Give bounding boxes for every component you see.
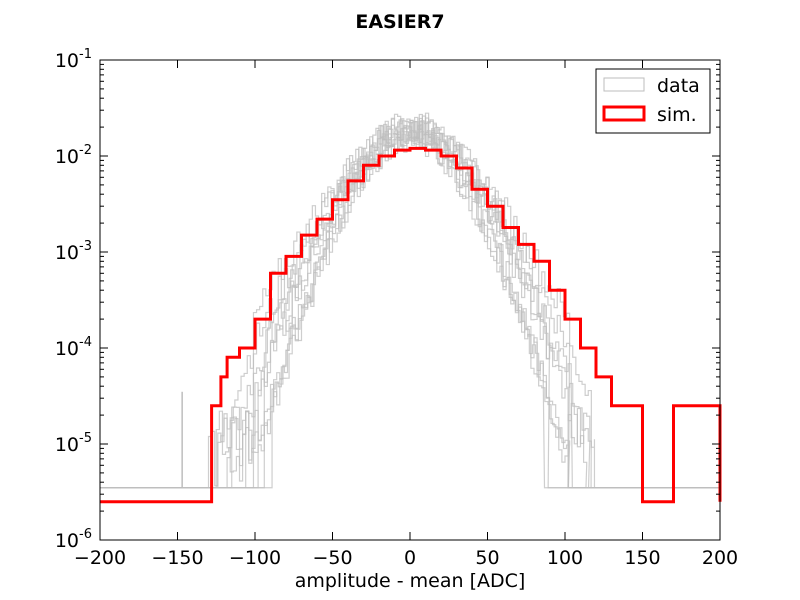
data-histogram-curve — [100, 115, 720, 489]
y-tick-label: 10-4 — [55, 335, 92, 360]
x-tick-label: −100 — [229, 547, 281, 569]
y-tick-base: 10 — [55, 146, 79, 168]
x-tick-label: −50 — [312, 547, 352, 569]
y-tick-base: 10 — [55, 50, 79, 72]
y-tick-exponent: -1 — [79, 47, 92, 62]
y-tick-label: 10-1 — [55, 47, 92, 72]
legend-label-sim: sim. — [657, 104, 697, 126]
sim-series-group — [100, 146, 722, 504]
x-tick-label: 150 — [624, 547, 660, 569]
legend-swatch-data — [603, 77, 645, 92]
x-tick-label: −150 — [151, 547, 203, 569]
x-axis-label: amplitude - mean [ADC] — [295, 570, 526, 592]
data-histogram-curve — [100, 112, 720, 489]
x-tick-label: −200 — [74, 547, 126, 569]
y-tick-exponent: -5 — [79, 431, 92, 446]
y-tick-base: 10 — [55, 530, 79, 552]
data-histogram-curve — [100, 116, 720, 489]
y-tick-exponent: -4 — [79, 335, 92, 350]
y-tick-label: 10-2 — [55, 143, 92, 168]
x-tick-label: 100 — [547, 547, 583, 569]
data-series-group — [100, 112, 720, 489]
y-tick-label: 10-3 — [55, 239, 92, 264]
sim-histogram-line — [100, 146, 722, 504]
y-tick-exponent: -6 — [79, 527, 92, 542]
data-histogram-curve — [100, 119, 720, 489]
x-axis: −200 −150 −100 −50 0 50 100 150 200 — [74, 60, 738, 569]
y-tick-label: 10-5 — [55, 431, 92, 456]
x-tick-label: 200 — [702, 547, 738, 569]
y-tick-base: 10 — [55, 338, 79, 360]
legend-swatch-sim — [602, 105, 646, 122]
data-histogram-curve — [100, 118, 720, 489]
data-histogram-curve — [100, 122, 720, 489]
y-tick-exponent: -3 — [79, 239, 92, 254]
data-histogram-curve — [100, 119, 720, 489]
y-tick-base: 10 — [55, 242, 79, 264]
data-histogram-curve — [100, 125, 720, 489]
legend-box — [595, 68, 711, 134]
y-tick-label: 10-6 — [55, 527, 92, 552]
legend: data sim. — [595, 68, 711, 134]
x-tick-label: 0 — [404, 547, 416, 569]
data-histogram-curve — [100, 117, 720, 489]
plot-area — [100, 112, 722, 504]
y-tick-base: 10 — [55, 434, 79, 456]
y-axis: 10-610-510-410-310-210-1 — [55, 47, 720, 552]
y-tick-exponent: -2 — [79, 143, 92, 158]
legend-label-data: data — [657, 75, 700, 97]
data-histogram-curve — [100, 120, 720, 489]
chart-title: EASIER7 — [355, 11, 444, 33]
x-tick-label: 50 — [475, 547, 499, 569]
